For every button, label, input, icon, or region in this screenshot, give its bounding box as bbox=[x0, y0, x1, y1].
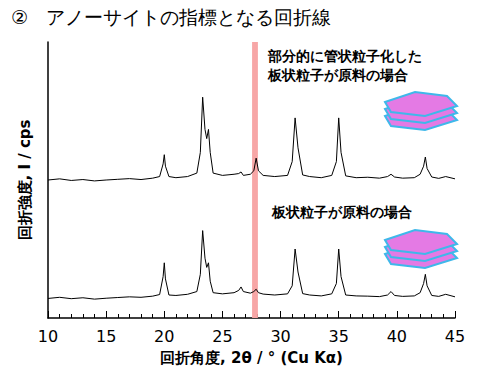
svg-text:板状粒子が原料の場合: 板状粒子が原料の場合 bbox=[271, 204, 412, 220]
svg-text:35: 35 bbox=[329, 327, 349, 346]
svg-text:部分的に管状粒子化した: 部分的に管状粒子化した bbox=[267, 48, 422, 64]
svg-text:回折強度, I / cps: 回折強度, I / cps bbox=[16, 119, 34, 240]
svg-text:15: 15 bbox=[96, 327, 116, 346]
svg-text:40: 40 bbox=[387, 327, 407, 346]
svg-text:45: 45 bbox=[445, 327, 465, 346]
svg-text:板状粒子が原料の場合: 板状粒子が原料の場合 bbox=[267, 67, 408, 83]
svg-text:30: 30 bbox=[270, 327, 290, 346]
svg-text:回折角度, 2θ / ° (Cu Kα): 回折角度, 2θ / ° (Cu Kα) bbox=[160, 349, 343, 367]
svg-text:10: 10 bbox=[38, 327, 58, 346]
svg-text:25: 25 bbox=[212, 327, 232, 346]
svg-text:② アノーサイトの指標となる回折線: ② アノーサイトの指標となる回折線 bbox=[11, 6, 331, 28]
svg-text:20: 20 bbox=[154, 327, 174, 346]
